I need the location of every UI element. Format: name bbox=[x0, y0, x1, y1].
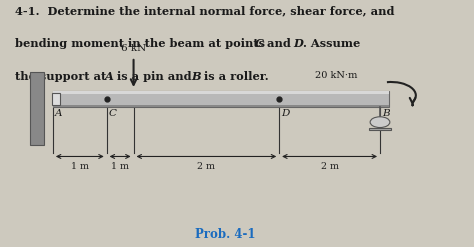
Text: D: D bbox=[293, 38, 303, 49]
Text: 2 m: 2 m bbox=[320, 162, 338, 171]
Text: 2 m: 2 m bbox=[197, 162, 215, 171]
Text: Prob. 4-1: Prob. 4-1 bbox=[195, 228, 255, 241]
Text: A: A bbox=[55, 109, 62, 118]
Bar bbox=[53, 91, 389, 107]
Text: . Assume: . Assume bbox=[303, 38, 360, 49]
Text: bending moment in the beam at points: bending moment in the beam at points bbox=[15, 38, 269, 49]
Bar bbox=[29, 72, 44, 145]
Text: 1 m: 1 m bbox=[111, 162, 129, 171]
Text: B: B bbox=[382, 109, 390, 118]
Text: 4-1.  Determine the internal normal force, shear force, and: 4-1. Determine the internal normal force… bbox=[15, 5, 394, 16]
Text: A: A bbox=[105, 71, 114, 82]
Text: is a roller.: is a roller. bbox=[201, 71, 269, 82]
Text: 6 kN: 6 kN bbox=[121, 44, 146, 53]
Text: 20 kN·m: 20 kN·m bbox=[315, 71, 357, 80]
Circle shape bbox=[370, 117, 390, 127]
Text: C: C bbox=[255, 38, 264, 49]
Text: 1 m: 1 m bbox=[71, 162, 89, 171]
Text: C: C bbox=[109, 109, 117, 118]
Bar bbox=[52, 93, 60, 105]
Text: is a pin and: is a pin and bbox=[113, 71, 196, 82]
Text: D: D bbox=[281, 109, 289, 118]
Bar bbox=[369, 127, 391, 130]
Bar bbox=[53, 91, 389, 94]
Bar bbox=[53, 105, 389, 107]
Text: and: and bbox=[264, 38, 295, 49]
Text: B: B bbox=[191, 71, 201, 82]
Text: the support at: the support at bbox=[15, 71, 110, 82]
